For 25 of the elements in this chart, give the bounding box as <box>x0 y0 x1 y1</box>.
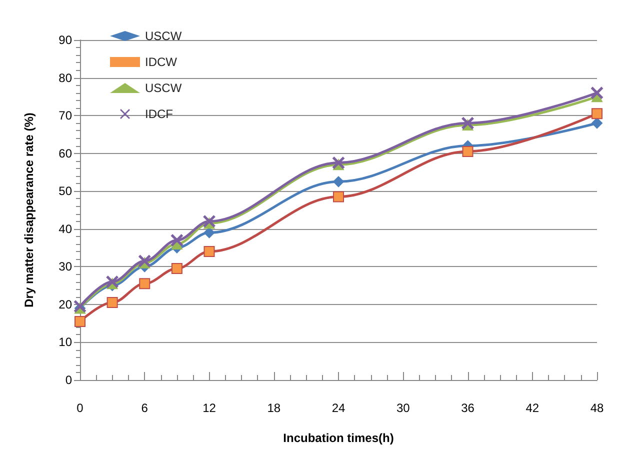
legend-label: USCW <box>145 81 182 95</box>
y-tick-label: 40 <box>58 222 72 236</box>
y-tick-label: 30 <box>58 260 72 274</box>
x-tick-label: 42 <box>526 401 540 415</box>
y-tick-label: 20 <box>58 297 72 312</box>
y-tick-label: 50 <box>58 184 72 198</box>
x-tick-label: 24 <box>332 401 346 415</box>
y-tick-label: 0 <box>65 373 72 387</box>
y-tick-label: 90 <box>58 33 72 47</box>
legend-label: IDCF <box>145 107 173 121</box>
y-tick-label: 60 <box>58 146 72 160</box>
x-tick-label: 36 <box>461 401 475 415</box>
x-axis-title: Incubation times(h) <box>283 431 394 445</box>
y-tick-label: 10 <box>58 335 72 350</box>
y-tick-label: 70 <box>58 108 72 123</box>
legend-label: IDCW <box>145 55 178 69</box>
legend-label: USCW <box>145 29 182 43</box>
x-tick-label: 18 <box>267 401 281 415</box>
y-tick-label: 80 <box>58 70 72 85</box>
x-tick-label: 0 <box>76 401 84 415</box>
x-tick-label: 6 <box>141 401 148 415</box>
y-axis-title: Dry matter disappearance rate (%) <box>22 112 36 308</box>
x-tick-label: 12 <box>202 401 216 415</box>
x-tick-label: 30 <box>396 401 410 415</box>
x-tick-label: 48 <box>590 401 604 415</box>
